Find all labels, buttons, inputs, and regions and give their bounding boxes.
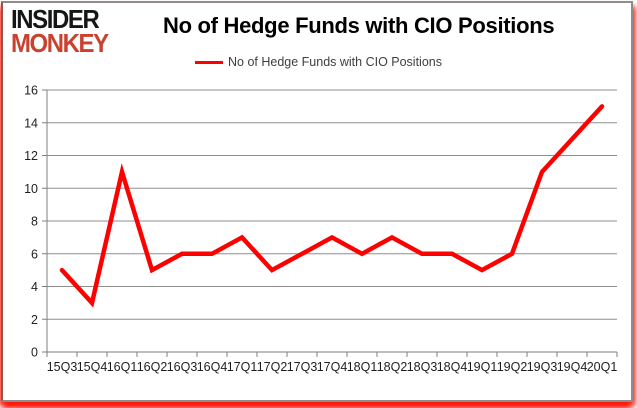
- x-tick-label: 17Q1: [227, 360, 258, 374]
- x-tick-label: 18Q1: [347, 360, 378, 374]
- x-tick-label: 19Q1: [467, 360, 498, 374]
- series-line: [59, 104, 605, 308]
- legend-line-swatch: [195, 60, 223, 64]
- chart-title: No of Hedge Funds with CIO Positions: [163, 13, 555, 38]
- y-tick-label: 4: [31, 280, 38, 294]
- y-tick-label: 16: [24, 84, 38, 98]
- x-tick-label: 16Q4: [197, 360, 228, 374]
- y-tick-label: 6: [31, 247, 38, 261]
- y-axis-labels: 0 2 4 6 8 10 12 14 16: [24, 84, 38, 360]
- x-tick-label: 19Q3: [527, 360, 558, 374]
- x-tick-label: 15Q3: [47, 360, 78, 374]
- y-tick-label: 14: [24, 116, 38, 130]
- x-tick-label: 17Q3: [287, 360, 318, 374]
- x-tick-label: 17Q4: [317, 360, 348, 374]
- x-tick-label: 18Q4: [437, 360, 468, 374]
- y-tick-label: 12: [24, 149, 38, 163]
- logo-insider-text: INSIDER: [11, 4, 100, 34]
- y-tick-label: 10: [24, 182, 38, 196]
- x-tick-label: 16Q1: [107, 360, 138, 374]
- y-tick-label: 2: [31, 313, 38, 327]
- legend: No of Hedge Funds with CIO Positions: [0, 55, 637, 69]
- x-tick-label: 16Q2: [137, 360, 168, 374]
- x-tick-label: 18Q2: [377, 360, 408, 374]
- insider-monkey-logo: INSIDER MONKEY: [11, 4, 109, 58]
- x-tick-label: 19Q2: [497, 360, 528, 374]
- gridlines: [42, 89, 617, 353]
- x-tick-label: 20Q1: [587, 360, 618, 374]
- x-tick-label: 16Q3: [167, 360, 198, 374]
- logo-monkey-text: MONKEY: [11, 27, 109, 58]
- y-tick-label: 0: [31, 346, 38, 360]
- chart-frame: [1, 1, 633, 402]
- x-tick-label: 17Q2: [257, 360, 288, 374]
- x-axis-ticks: [46, 352, 618, 357]
- legend-label: No of Hedge Funds with CIO Positions: [228, 55, 442, 69]
- x-tick-label: 15Q4: [77, 360, 108, 374]
- x-tick-label: 19Q4: [557, 360, 588, 374]
- x-tick-label: 18Q3: [407, 360, 438, 374]
- y-tick-label: 8: [31, 215, 38, 229]
- x-axis-labels: 15Q3 15Q4 16Q1 16Q2 16Q3 16Q4 17Q1 17Q2 17Q3 17Q4…: [47, 360, 618, 374]
